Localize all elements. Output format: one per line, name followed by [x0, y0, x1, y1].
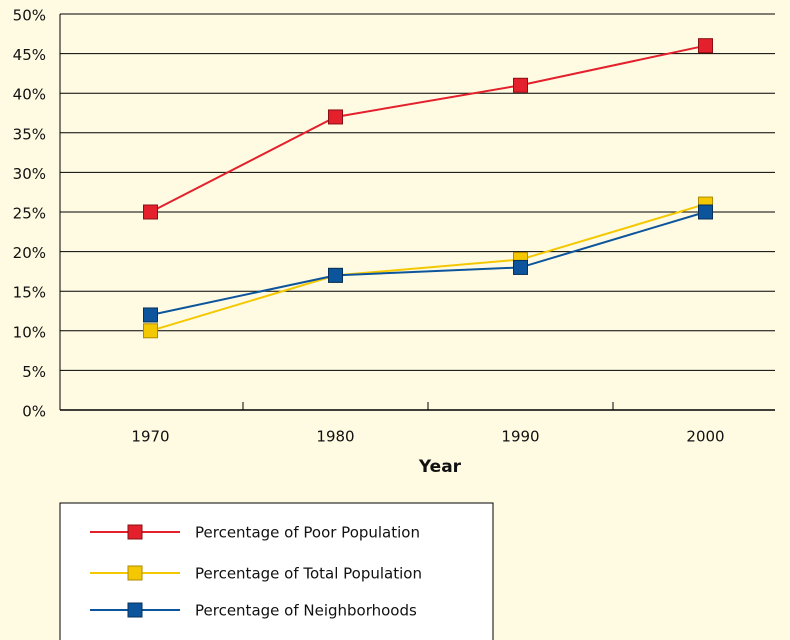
marker [698, 38, 713, 54]
x-tick-label: 1990 [501, 428, 539, 446]
y-tick-label: 30% [13, 165, 46, 183]
marker [143, 323, 158, 339]
x-tick-label: 2000 [686, 428, 724, 446]
marker [328, 267, 343, 283]
series-line [150, 203, 706, 332]
legend-marker [127, 602, 143, 618]
series-line [150, 211, 706, 316]
series-line [150, 44, 706, 213]
y-tick-label: 25% [13, 205, 46, 223]
marker [143, 307, 158, 323]
y-tick-label: 20% [13, 244, 46, 262]
y-tick-label: 45% [13, 46, 46, 64]
x-axis-label: Year [418, 457, 462, 477]
y-tick-label: 0% [22, 403, 46, 421]
y-tick-label: 35% [13, 125, 46, 143]
marker [698, 204, 713, 220]
legend-label: Percentage of Neighborhoods [195, 602, 417, 620]
y-tick-label: 10% [13, 323, 46, 341]
x-tick-label: 1970 [131, 428, 169, 446]
x-tick-label: 1980 [316, 428, 354, 446]
legend-marker [127, 524, 143, 540]
y-tick-label: 15% [13, 284, 46, 302]
marker [513, 77, 528, 93]
legend-marker [127, 565, 143, 581]
y-tick-label: 40% [13, 86, 46, 104]
marker [143, 204, 158, 220]
y-tick-label: 50% [13, 7, 46, 25]
legend-label: Percentage of Poor Population [195, 524, 420, 542]
marker [328, 109, 343, 125]
legend-label: Percentage of Total Population [195, 565, 422, 583]
marker [513, 259, 528, 275]
y-tick-label: 5% [22, 363, 46, 381]
